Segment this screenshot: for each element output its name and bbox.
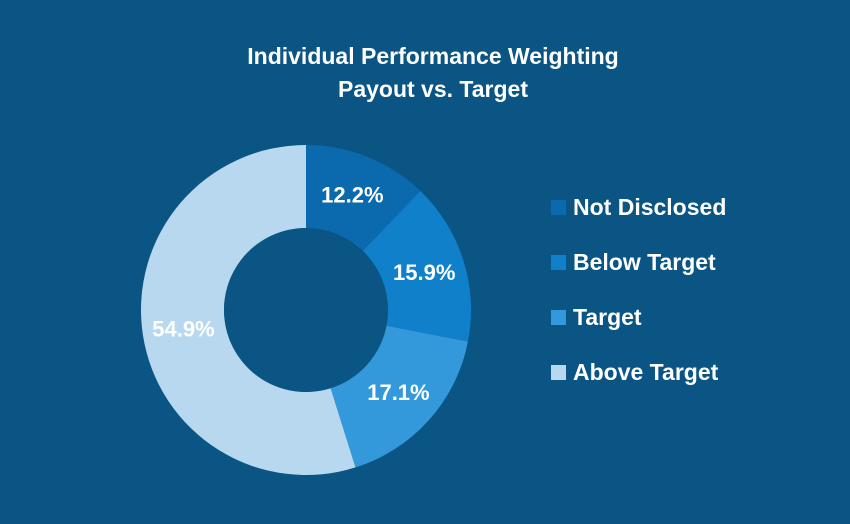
legend-item-target: Target xyxy=(551,302,726,332)
donut-slice-target xyxy=(330,325,468,468)
legend-swatch xyxy=(551,254,566,270)
donut-slice-below-target xyxy=(362,191,471,342)
donut-slice-not-disclosed xyxy=(306,145,421,251)
legend-label: Not Disclosed xyxy=(573,193,727,220)
slice-data-label: 54.9% xyxy=(152,316,214,341)
legend-swatch xyxy=(551,364,566,380)
legend-item-above-target: Above Target xyxy=(551,357,726,387)
donut-slice-above-target xyxy=(140,145,356,476)
legend-label: Target xyxy=(573,303,642,330)
legend-swatch xyxy=(551,309,566,325)
legend-swatch xyxy=(551,199,566,215)
legend-label: Below Target xyxy=(573,248,716,275)
chart-title: Individual Performance Weighting xyxy=(247,43,619,69)
legend-item-not-disclosed: Not Disclosed xyxy=(551,192,726,222)
legend-label: Above Target xyxy=(573,358,719,385)
legend-item-below-target: Below Target xyxy=(551,247,726,277)
legend: Not Disclosed Below Target Target Above … xyxy=(551,192,726,412)
slice-data-label: 17.1% xyxy=(367,380,429,405)
donut-hole xyxy=(224,228,388,392)
slice-data-label: 12.2% xyxy=(321,182,383,207)
slice-data-label: 15.9% xyxy=(393,260,455,285)
chart-subtitle: Payout vs. Target xyxy=(337,76,529,102)
chart-title-block: Individual Performance Weighting Payout … xyxy=(0,40,850,106)
